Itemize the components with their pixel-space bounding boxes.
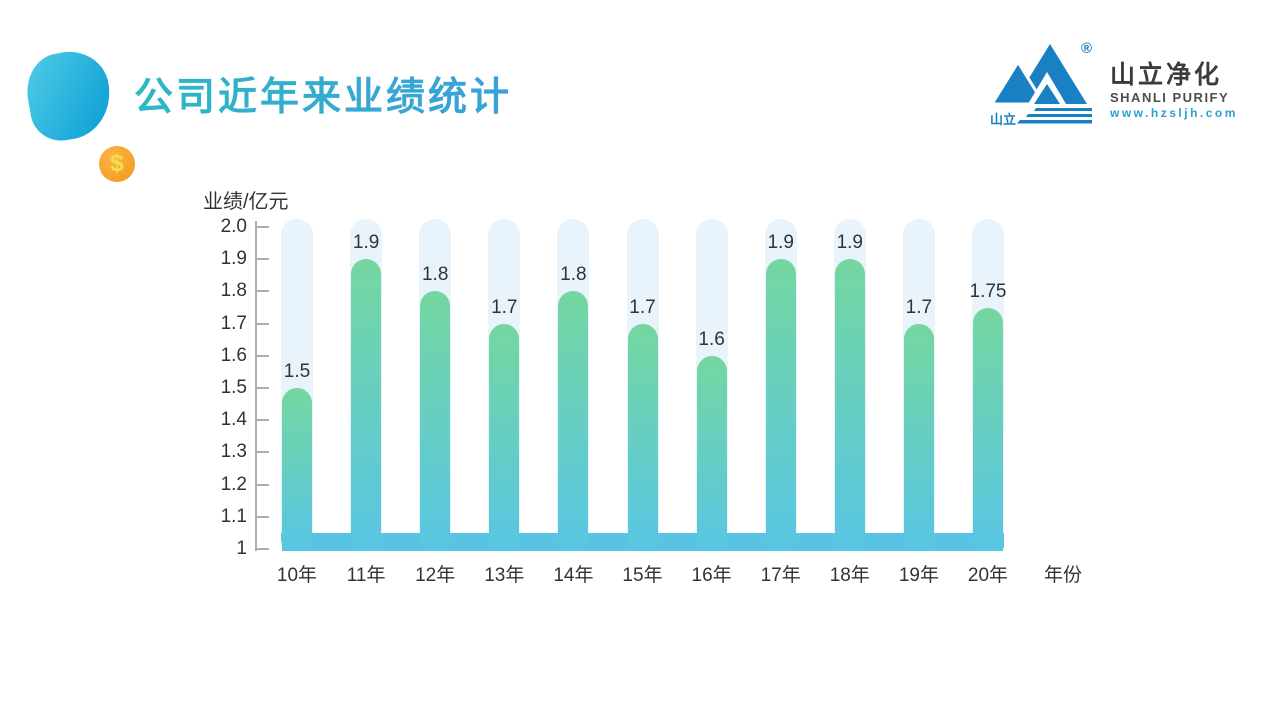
- y-tick-label: 1.8: [220, 280, 247, 302]
- x-tick-label: 16年: [691, 565, 732, 586]
- y-axis-title: 业绩/亿元: [203, 191, 289, 213]
- bar-fill: [282, 388, 312, 551]
- page-title: 公司近年来业绩统计: [134, 66, 512, 122]
- bar-fill: [351, 259, 382, 551]
- y-tick-mark: [257, 290, 269, 293]
- bar-value-label: 1.8: [421, 264, 449, 286]
- y-tick-mark: [257, 258, 269, 261]
- bar-fill: [834, 259, 865, 551]
- x-tick-label: 12年: [415, 565, 456, 586]
- y-tick-mark: [257, 451, 269, 454]
- bar-fill: [558, 291, 589, 551]
- x-tick-label: 15年: [622, 565, 663, 586]
- bar-fill: [696, 355, 727, 551]
- x-axis-title: 年份: [1043, 565, 1082, 586]
- bar-value-label: 1.5: [283, 361, 311, 382]
- company-logo: 山立 ® 山立净化 SHANLI PURIFY www.hzsljh.com: [988, 40, 1235, 130]
- y-tick-mark: [257, 354, 269, 357]
- bar-fill: [489, 323, 520, 551]
- y-tick-label: 1: [236, 538, 247, 559]
- dollar-coin-icon: $: [99, 146, 135, 182]
- logo-name-cn: 山立净化: [1110, 61, 1223, 89]
- y-tick-label: 1.4: [220, 409, 247, 431]
- y-tick-label: 1.1: [220, 505, 247, 527]
- bar-fill: [420, 291, 451, 551]
- y-tick-mark: [257, 515, 269, 518]
- y-tick-label: 1.5: [220, 377, 247, 398]
- bar-fill: [903, 323, 934, 551]
- logo-name-en: SHANLI PURIFY: [1110, 89, 1230, 105]
- y-tick-label: 1.2: [220, 473, 247, 495]
- logo-mark-cn-text: 山立: [990, 112, 1016, 126]
- dollar-symbol: $: [110, 150, 124, 177]
- x-tick-label: 18年: [829, 565, 870, 586]
- logo-website: www.hzsljh.com: [1110, 105, 1238, 120]
- bar-value-label: 1.9: [836, 232, 863, 254]
- y-tick-label: 1.7: [220, 312, 247, 334]
- bar-value-label: 1.75: [969, 280, 1007, 302]
- y-tick-mark: [257, 226, 269, 228]
- y-tick-label: 1.3: [220, 441, 247, 463]
- y-tick-mark: [257, 387, 269, 389]
- bar-fill: [627, 323, 658, 551]
- y-tick-mark: [257, 483, 269, 486]
- y-tick-label: 1.6: [220, 344, 247, 366]
- y-tick-mark: [257, 419, 269, 422]
- bar-value-label: 1.7: [905, 296, 933, 318]
- x-tick-label: 19年: [898, 565, 939, 586]
- y-tick-label: 2.0: [220, 216, 247, 237]
- x-tick-label: 10年: [276, 565, 318, 586]
- y-tick-mark: [257, 322, 269, 325]
- bar-fill: [765, 259, 796, 551]
- x-tick-label: 11年: [346, 565, 386, 586]
- x-tick-label: 13年: [484, 565, 525, 586]
- mountain-logo-icon: 山立: [989, 44, 1092, 126]
- y-tick-mark: [257, 548, 269, 550]
- bar-value-label: 1.9: [352, 232, 380, 254]
- x-tick-label: 20年: [967, 565, 1009, 586]
- registered-mark: ®: [1081, 40, 1093, 57]
- bar-value-label: 1.6: [698, 328, 725, 350]
- bar-value-label: 1.7: [629, 296, 656, 318]
- bar-value-label: 1.7: [491, 296, 518, 318]
- bar-value-label: 1.8: [560, 264, 587, 286]
- y-axis-line: [255, 221, 257, 551]
- bar-fill: [973, 307, 1003, 551]
- bar-value-label: 1.9: [767, 232, 794, 254]
- logo-text-block: 山立净化 SHANLI PURIFY www.hzsljh.com: [1110, 61, 1238, 121]
- y-tick-label: 1.9: [220, 248, 247, 270]
- x-tick-label: 17年: [760, 565, 801, 586]
- x-tick-label: 14年: [553, 565, 594, 586]
